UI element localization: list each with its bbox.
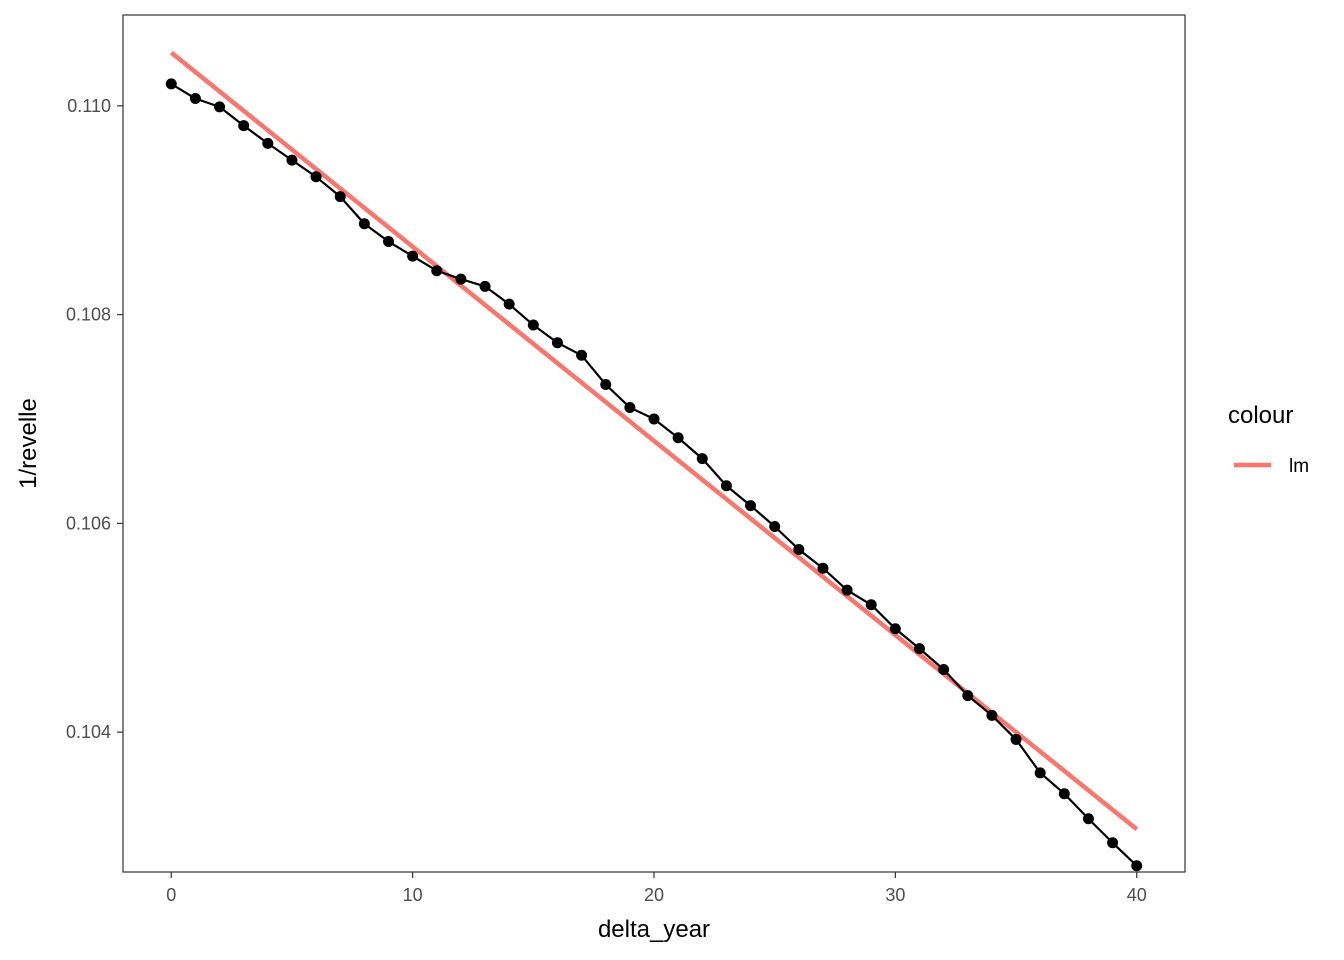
x-tick-label-20: 20 bbox=[644, 885, 664, 905]
data-point-16 bbox=[551, 337, 563, 349]
x-tick-label-0: 0 bbox=[166, 885, 176, 905]
data-point-2 bbox=[214, 101, 226, 113]
data-point-0 bbox=[165, 78, 177, 90]
data-point-8 bbox=[358, 218, 370, 230]
y-tick-label-0.11: 0.110 bbox=[67, 96, 111, 116]
data-point-38 bbox=[1082, 813, 1094, 825]
data-point-12 bbox=[455, 273, 467, 285]
data-point-9 bbox=[383, 236, 394, 248]
data-point-18 bbox=[600, 379, 612, 391]
legend-label-lm: lm bbox=[1289, 456, 1309, 477]
y-axis-title: 1/revelle bbox=[15, 398, 42, 489]
x-tick-label-30: 30 bbox=[885, 885, 905, 905]
axes: 0 10 20 30 40 0.104 0.106 0.108 0.110 bbox=[66, 96, 1147, 905]
y-tick-label-0.106: 0.106 bbox=[66, 513, 111, 533]
regression-line-lm bbox=[169, 50, 1139, 831]
data-point-7 bbox=[334, 191, 346, 203]
data-point-20 bbox=[648, 413, 660, 425]
data-point-29 bbox=[865, 599, 877, 611]
data-point-17 bbox=[576, 349, 588, 361]
data-point-36 bbox=[1034, 767, 1046, 779]
data-point-34 bbox=[986, 709, 998, 721]
data-point-31 bbox=[914, 643, 925, 655]
data-point-24 bbox=[745, 500, 757, 512]
data-point-22 bbox=[696, 453, 708, 465]
data-point-33 bbox=[962, 690, 974, 702]
data-point-25 bbox=[769, 520, 781, 532]
data-point-40 bbox=[1131, 860, 1143, 872]
data-point-37 bbox=[1058, 788, 1070, 800]
data-point-14 bbox=[503, 298, 515, 310]
data-point-28 bbox=[841, 584, 853, 596]
data-point-6 bbox=[310, 171, 322, 183]
data-point-27 bbox=[817, 562, 829, 574]
data-point-4 bbox=[262, 137, 274, 149]
legend: colour lm bbox=[1228, 402, 1309, 477]
data-point-1 bbox=[189, 93, 201, 105]
data-point-30 bbox=[889, 623, 901, 635]
data-point-15 bbox=[527, 319, 539, 331]
data-point-11 bbox=[431, 265, 443, 277]
x-tick-label-40: 40 bbox=[1127, 885, 1147, 905]
data-point-19 bbox=[624, 401, 636, 413]
x-tick-label-10: 10 bbox=[403, 885, 423, 905]
data-point-3 bbox=[238, 120, 250, 132]
plot-area bbox=[165, 50, 1143, 872]
data-point-13 bbox=[479, 280, 491, 292]
data-point-21 bbox=[672, 432, 684, 444]
data-point-10 bbox=[407, 250, 419, 262]
data-point-39 bbox=[1107, 837, 1119, 849]
data-point-5 bbox=[286, 154, 298, 166]
y-tick-label-0.104: 0.104 bbox=[66, 722, 111, 742]
y-tick-label-0.108: 0.108 bbox=[66, 305, 111, 325]
legend-title: colour bbox=[1228, 402, 1293, 429]
data-point-23 bbox=[720, 480, 732, 492]
data-point-35 bbox=[1010, 733, 1022, 745]
data-point-26 bbox=[793, 543, 805, 555]
x-axis-title: delta_year bbox=[598, 916, 710, 943]
data-point-32 bbox=[938, 663, 950, 675]
